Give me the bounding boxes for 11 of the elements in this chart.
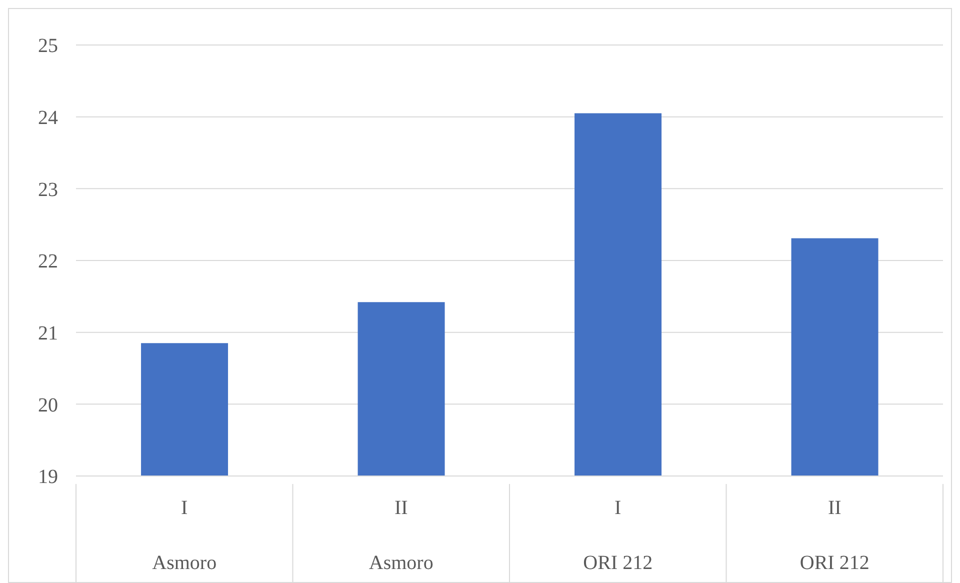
y-tick-label: 22 — [38, 250, 58, 273]
category-label: II ORI 212 — [800, 497, 870, 574]
y-tick-label: 25 — [38, 35, 58, 58]
y-tick-label: 19 — [38, 466, 58, 488]
y-tick-label: 20 — [38, 394, 58, 416]
y-tick-label: 24 — [38, 106, 58, 129]
category-label: II Asmoro — [368, 497, 434, 574]
y-tick-label: 21 — [38, 322, 58, 344]
y-tick-label: 23 — [38, 178, 58, 201]
category-label: I ORI 212 — [583, 497, 653, 574]
category-label: I Asmoro — [152, 497, 217, 574]
